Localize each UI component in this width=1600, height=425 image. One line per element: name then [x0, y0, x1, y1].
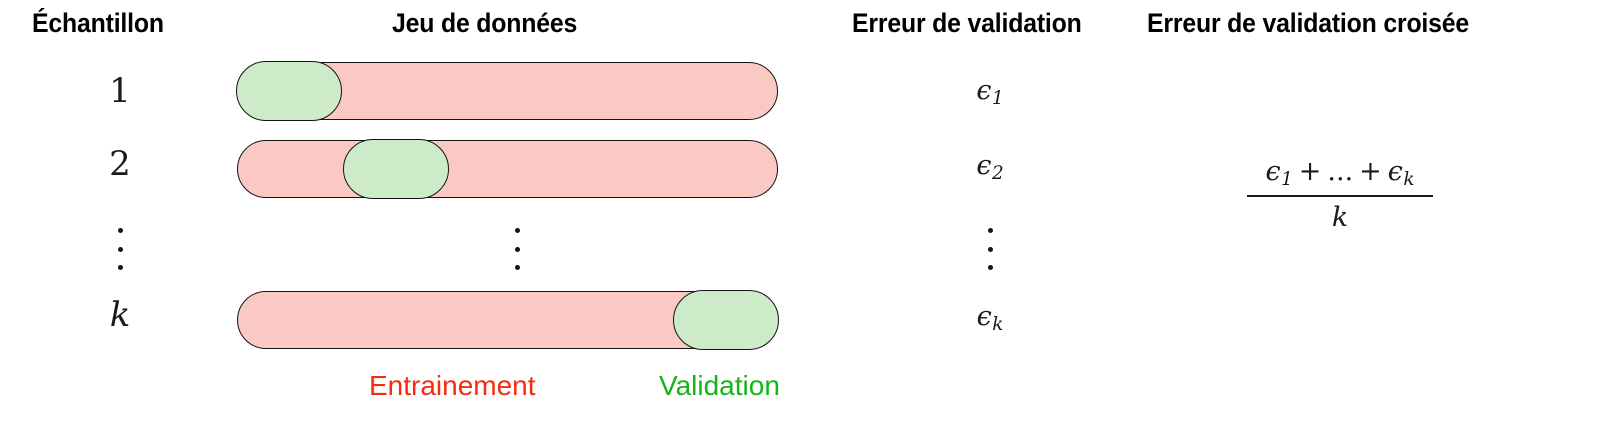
- validation-segment-2: [343, 139, 449, 199]
- sample-label-k: k: [109, 295, 131, 335]
- formula-fraction-bar: [1247, 195, 1433, 197]
- dataset-bar-row-k: [237, 290, 779, 350]
- validation-error-ellipsis: [983, 228, 997, 270]
- validation-error-2: ϵ2: [976, 150, 1004, 185]
- validation-segment-k: [673, 290, 779, 350]
- header-dataset: Jeu de données: [392, 8, 578, 38]
- header-sample: Échantillon: [32, 8, 164, 38]
- dataset-bar-row-2: [237, 139, 778, 199]
- sample-label-2: 2: [109, 144, 131, 184]
- dataset-ellipsis: [510, 228, 524, 270]
- training-segment-2: [237, 140, 778, 198]
- validation-segment-1: [236, 61, 342, 121]
- validation-error-k: ϵk: [976, 301, 1004, 336]
- validation-error-1: ϵ1: [976, 75, 1004, 110]
- formula-denominator: k: [1331, 201, 1349, 233]
- sample-label-ellipsis: [113, 228, 127, 270]
- legend-training-label: Entrainement: [369, 370, 536, 401]
- dataset-bar-row-1: [236, 61, 778, 121]
- header-validation-error: Erreur de validation: [852, 8, 1082, 38]
- formula-numerator: ϵ1 +... + ϵk: [1265, 156, 1415, 191]
- sample-label-1: 1: [109, 71, 131, 111]
- header-cross-validation-error: Erreur de validation croisée: [1147, 8, 1470, 38]
- cross-validation-formula: ϵ1 +... + ϵk k: [1180, 155, 1500, 235]
- legend-validation-label: Validation: [659, 370, 780, 401]
